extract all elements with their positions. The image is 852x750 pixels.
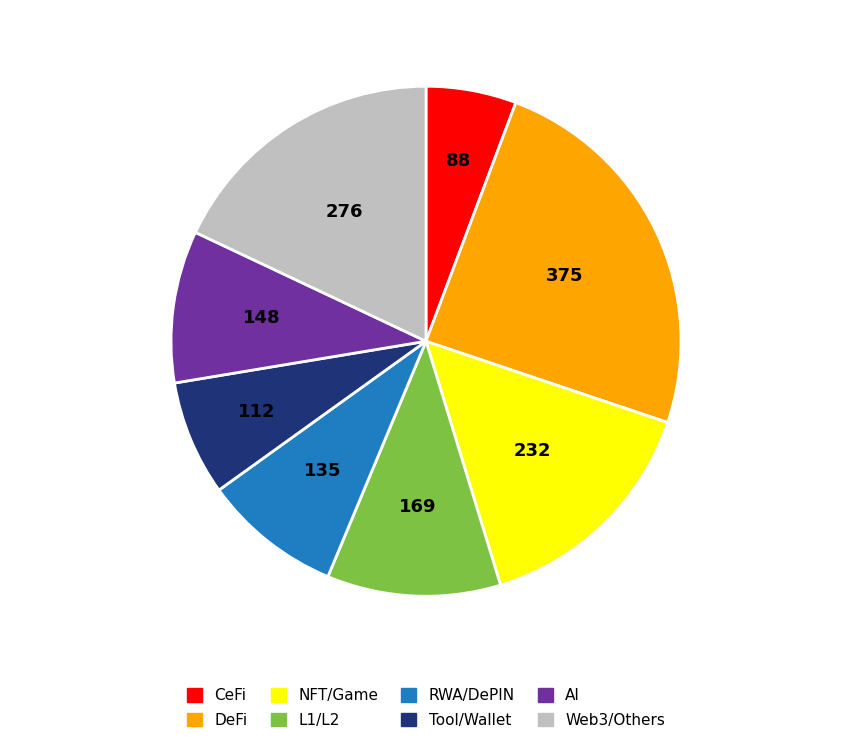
Wedge shape <box>426 86 515 341</box>
Legend: CeFi, DeFi, NFT/Game, L1/L2, RWA/DePIN, Tool/Wallet, AI, Web3/Others: CeFi, DeFi, NFT/Game, L1/L2, RWA/DePIN, … <box>180 681 672 735</box>
Wedge shape <box>426 103 681 422</box>
Wedge shape <box>195 86 426 341</box>
Wedge shape <box>171 232 426 383</box>
Wedge shape <box>328 341 501 596</box>
Text: 169: 169 <box>399 498 436 516</box>
Wedge shape <box>175 341 426 490</box>
Text: 375: 375 <box>545 267 583 285</box>
Text: 135: 135 <box>304 462 342 480</box>
Text: 232: 232 <box>514 442 551 460</box>
Text: 148: 148 <box>243 310 280 328</box>
Wedge shape <box>219 341 426 577</box>
Text: 112: 112 <box>238 403 275 421</box>
Text: 88: 88 <box>446 152 471 170</box>
Wedge shape <box>426 341 668 585</box>
Text: 276: 276 <box>325 203 363 221</box>
